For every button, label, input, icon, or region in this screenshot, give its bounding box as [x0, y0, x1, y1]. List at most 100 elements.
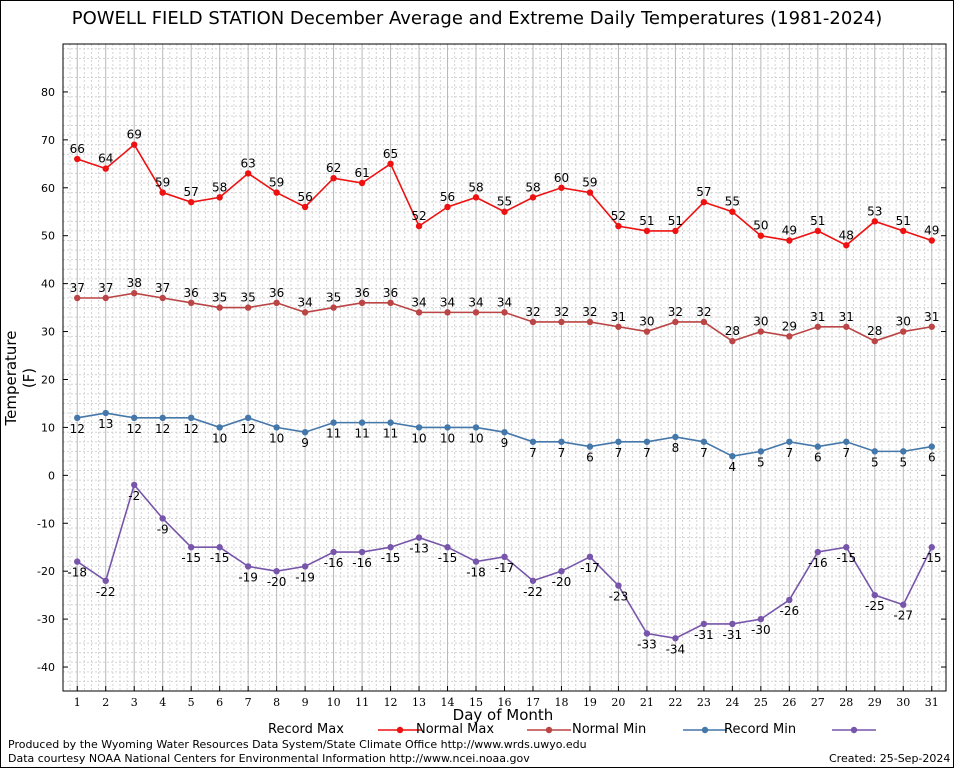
x-tick-label: 7	[245, 696, 252, 709]
data-point	[102, 294, 109, 302]
x-tick-label: 12	[384, 696, 398, 709]
data-label: 51	[810, 214, 825, 228]
data-point	[643, 438, 651, 445]
data-label: 62	[326, 161, 341, 175]
data-label: -13	[409, 542, 429, 556]
data-point	[814, 548, 822, 556]
data-label: 7	[529, 446, 537, 460]
x-tick-label: 11	[355, 696, 369, 709]
data-label: 55	[725, 195, 740, 209]
x-tick-label: 21	[640, 696, 654, 709]
legend-label-record-min: Record Min	[724, 722, 797, 737]
data-label: 7	[700, 446, 708, 460]
data-label: -34	[666, 642, 686, 656]
x-tick-label: 31	[925, 696, 939, 709]
data-label: -20	[267, 575, 287, 589]
data-point	[444, 309, 451, 316]
data-point	[358, 299, 366, 306]
data-label: 37	[70, 281, 85, 295]
legend-swatch-marker	[850, 726, 858, 734]
data-label: 51	[639, 214, 654, 228]
data-label: 49	[782, 223, 797, 237]
data-point	[358, 179, 366, 187]
data-label: -9	[157, 522, 169, 536]
data-point	[187, 299, 195, 306]
data-label: 7	[615, 446, 623, 460]
data-point	[244, 563, 252, 570]
data-point	[615, 323, 622, 330]
data-point	[74, 558, 81, 565]
data-label: -22	[96, 585, 116, 599]
data-point	[358, 548, 366, 556]
data-point	[159, 294, 166, 302]
data-label: 36	[383, 286, 398, 300]
data-point	[415, 534, 423, 541]
y-tick-label: 10	[41, 421, 55, 434]
data-point	[700, 318, 708, 326]
data-label: 52	[411, 209, 426, 223]
legend-label-normal-max: Normal Max	[416, 722, 495, 737]
data-point	[244, 170, 252, 177]
legend-swatch-marker	[701, 726, 709, 734]
data-label: 34	[411, 295, 426, 309]
data-label: -15	[438, 551, 458, 565]
data-label: 58	[468, 180, 483, 194]
data-point	[900, 601, 907, 608]
x-tick-label: 19	[583, 696, 597, 709]
data-point	[871, 218, 878, 225]
data-point	[928, 544, 935, 551]
data-label: -19	[238, 570, 258, 584]
data-point	[786, 596, 793, 604]
data-label: 6	[928, 451, 936, 465]
data-point	[131, 481, 138, 489]
data-point	[615, 222, 622, 230]
data-label: 58	[212, 180, 227, 194]
y-axis-label: Temperature (F)	[2, 330, 38, 426]
data-label: 12	[127, 422, 142, 436]
data-point	[216, 194, 223, 201]
data-point	[301, 309, 309, 316]
y-tick-label: -20	[37, 565, 55, 578]
data-point	[643, 227, 651, 235]
data-label: -15	[922, 551, 942, 565]
data-label: 10	[269, 431, 284, 445]
data-label: 10	[468, 431, 483, 445]
data-point	[131, 141, 138, 148]
data-point	[472, 424, 480, 431]
x-tick-label: 23	[697, 696, 711, 709]
x-tick-label: 28	[839, 696, 853, 709]
x-tick-label: 13	[412, 696, 426, 709]
data-point	[301, 203, 309, 211]
data-point	[558, 184, 565, 191]
data-label: 12	[184, 422, 199, 436]
data-point	[131, 414, 138, 422]
data-point	[672, 635, 679, 642]
x-tick-label: 18	[554, 696, 568, 709]
data-point	[330, 174, 337, 182]
data-point	[814, 323, 822, 330]
data-label: -31	[694, 628, 714, 642]
x-tick-label: 14	[441, 696, 455, 709]
data-point	[387, 419, 394, 426]
data-label: 6	[814, 451, 822, 465]
data-point	[330, 304, 337, 311]
data-label: 31	[810, 310, 825, 324]
x-tick-label: 1	[74, 696, 81, 709]
footer-credit-1: Produced by the Wyoming Water Resources …	[8, 738, 587, 751]
data-point	[615, 438, 622, 445]
data-label: 34	[440, 295, 455, 309]
data-label: -15	[181, 551, 201, 565]
series-group	[74, 141, 935, 642]
y-tick-label: 50	[41, 230, 55, 243]
x-tick-label: 29	[868, 696, 882, 709]
data-point	[131, 290, 138, 297]
data-point	[700, 620, 708, 628]
y-tick-label: 0	[48, 469, 55, 482]
data-label: -17	[580, 561, 600, 575]
data-label: 10	[440, 431, 455, 445]
data-point	[501, 429, 508, 436]
data-label: -26	[780, 604, 800, 618]
data-point	[415, 222, 423, 230]
data-label: 31	[839, 310, 854, 324]
